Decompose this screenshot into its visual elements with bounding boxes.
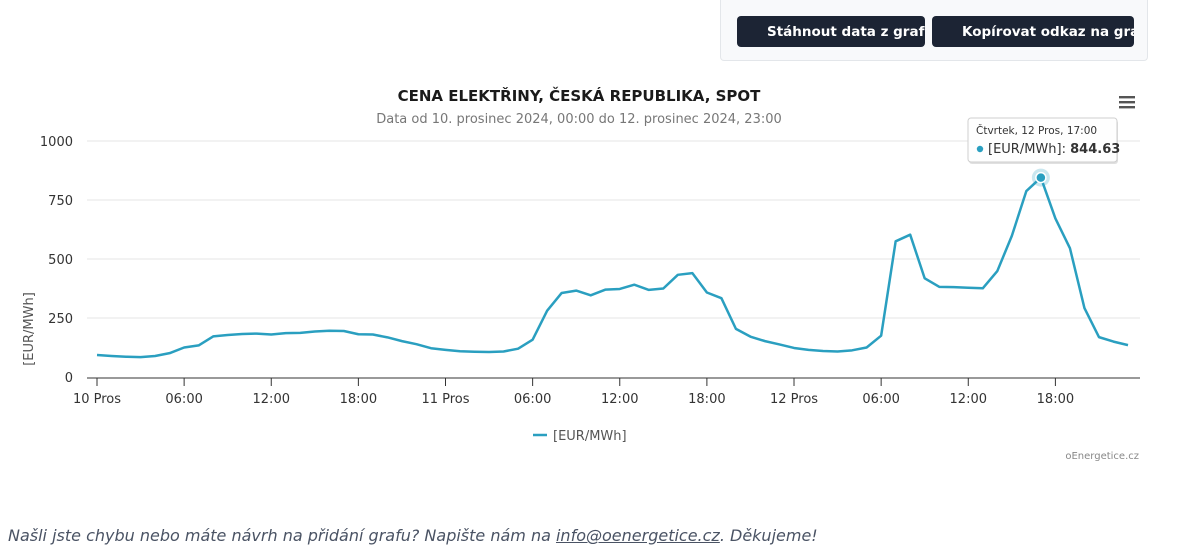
x-tick-label: 10 Pros: [73, 392, 121, 407]
tooltip-separator: :: [1062, 142, 1071, 157]
chart-title: CENA ELEKTŘINY, ČESKÁ REPUBLIKA, SPOT: [398, 86, 762, 105]
y-tick-label: 500: [48, 253, 73, 268]
tooltip-box: [967, 117, 1118, 163]
chart-credit[interactable]: oEnergetice.cz: [1065, 451, 1139, 462]
x-axis: 10 Pros 06:00 12:00 18:00 11 Pros 06:00 12:00 1…: [73, 377, 1140, 407]
download-data-button[interactable]: Stáhnout data z grafu: [737, 16, 925, 47]
x-tick-label: 18:00: [688, 392, 725, 407]
y-tick-label: 0: [65, 371, 73, 386]
feedback-footer: Našli jste chybu nebo máte návrh na přid…: [8, 526, 818, 545]
y-grid: [87, 140, 1140, 319]
x-tick-label: 06:00: [514, 392, 551, 407]
footer-thanks: . Děkujeme!: [719, 526, 818, 545]
x-tick-label: 18:00: [340, 392, 377, 407]
contact-email-link[interactable]: info@oenergetice.cz: [555, 526, 720, 545]
x-tick-label: 18:00: [1037, 392, 1074, 407]
tooltip-value: 844.63: [1070, 142, 1120, 157]
chart-menu-icon[interactable]: [1115, 92, 1139, 112]
hover-point[interactable]: [1035, 171, 1047, 184]
x-tick-label: 06:00: [862, 392, 899, 407]
y-axis-title: [EUR/MWh]: [22, 292, 37, 366]
tooltip-series-name: [EUR/MWh]: [988, 142, 1062, 157]
tooltip: Čtvrtek, 12 Pros, 17:00 [EUR/MWh]: 844.63: [967, 117, 1120, 187]
tooltip-dot-icon: [976, 145, 984, 153]
tooltip-body: [EUR/MWh]: 844.63: [988, 142, 1120, 157]
y-tick-label: 1000: [40, 135, 73, 150]
legend[interactable]: [EUR/MWh]: [533, 429, 627, 444]
legend-label[interactable]: [EUR/MWh]: [553, 429, 627, 444]
series-line[interactable]: [96, 176, 1129, 359]
y-tick-label: 750: [48, 194, 73, 209]
price-chart: CENA ELEKTŘINY, ČESKÁ REPUBLIKA, SPOT Da…: [22, 86, 1140, 462]
x-tick-label: 12:00: [253, 392, 290, 407]
footer-text: Našli jste chybu nebo máte návrh na přid…: [8, 526, 556, 545]
series-group: [96, 176, 1129, 359]
x-tick-label: 12:00: [950, 392, 987, 407]
y-tick-label: 250: [48, 312, 73, 327]
chart-subtitle: Data od 10. prosinec 2024, 00:00 do 12. …: [376, 112, 782, 127]
x-tick-label: 11 Pros: [421, 392, 469, 407]
x-tick-label: 12:00: [601, 392, 638, 407]
x-tick-label: 06:00: [165, 392, 202, 407]
tooltip-header: Čtvrtek, 12 Pros, 17:00: [976, 124, 1097, 137]
x-tick-label: 12 Pros: [770, 392, 818, 407]
y-axis: 0 250 500 750 1000: [40, 135, 73, 386]
copy-link-button[interactable]: Kopírovat odkaz na graf: [932, 16, 1134, 47]
chart-toolbar: Stáhnout data z grafu Kopírovat odkaz na…: [720, 0, 1148, 61]
